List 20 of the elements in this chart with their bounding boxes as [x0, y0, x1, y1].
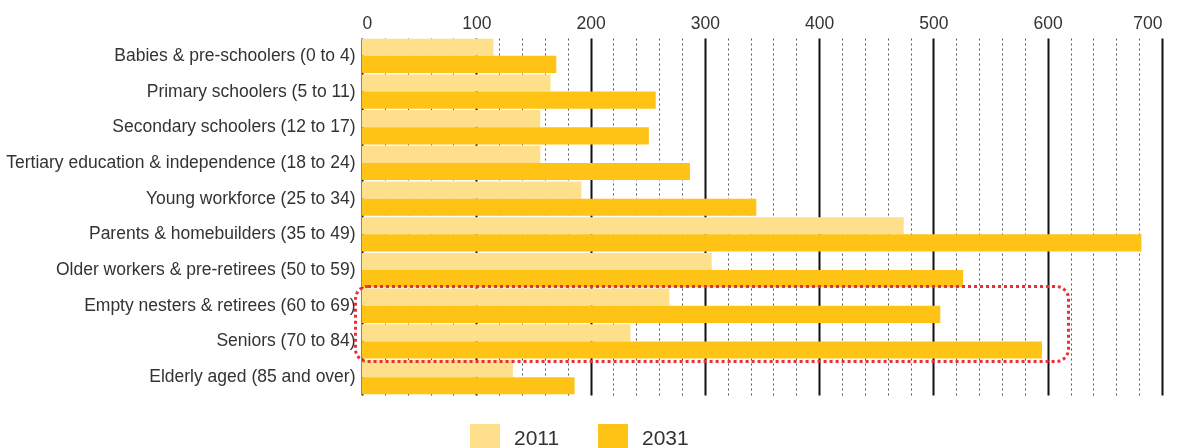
x-tick-label: 200 — [576, 12, 606, 33]
x-tick-label: 100 — [462, 12, 492, 33]
y-tick-label: Elderly aged (85 and over) — [149, 366, 356, 387]
x-tick-label: 300 — [690, 12, 721, 33]
y-tick-label: Seniors (70 to 84) — [216, 330, 356, 351]
y-tick-label: Older workers & pre-retirees (50 to 59) — [55, 259, 356, 280]
y-tick-label: Empty nesters & retirees (60 to 69) — [84, 294, 356, 315]
y-tick-label: Babies & pre-schoolers (0 to 4) — [114, 44, 356, 65]
y-tick-label: Young workforce (25 to 34) — [146, 187, 356, 208]
x-tick-label: 0 — [362, 12, 373, 33]
legend-label: 2011 — [514, 426, 560, 448]
legend-label: 2031 — [642, 426, 689, 448]
x-tick-label: 700 — [1133, 12, 1163, 33]
x-tick-label: 400 — [805, 12, 835, 33]
x-tick-label: 600 — [1033, 12, 1064, 33]
y-tick-label: Parents & homebuilders (35 to 49) — [88, 223, 356, 244]
y-tick-label: Secondary schoolers (12 to 17) — [112, 116, 356, 137]
y-tick-label: Primary schoolers (5 to 11) — [146, 80, 356, 101]
x-tick-label: 500 — [919, 12, 949, 33]
y-tick-label: Tertiary education & independence (18 to 24) — [6, 151, 356, 172]
